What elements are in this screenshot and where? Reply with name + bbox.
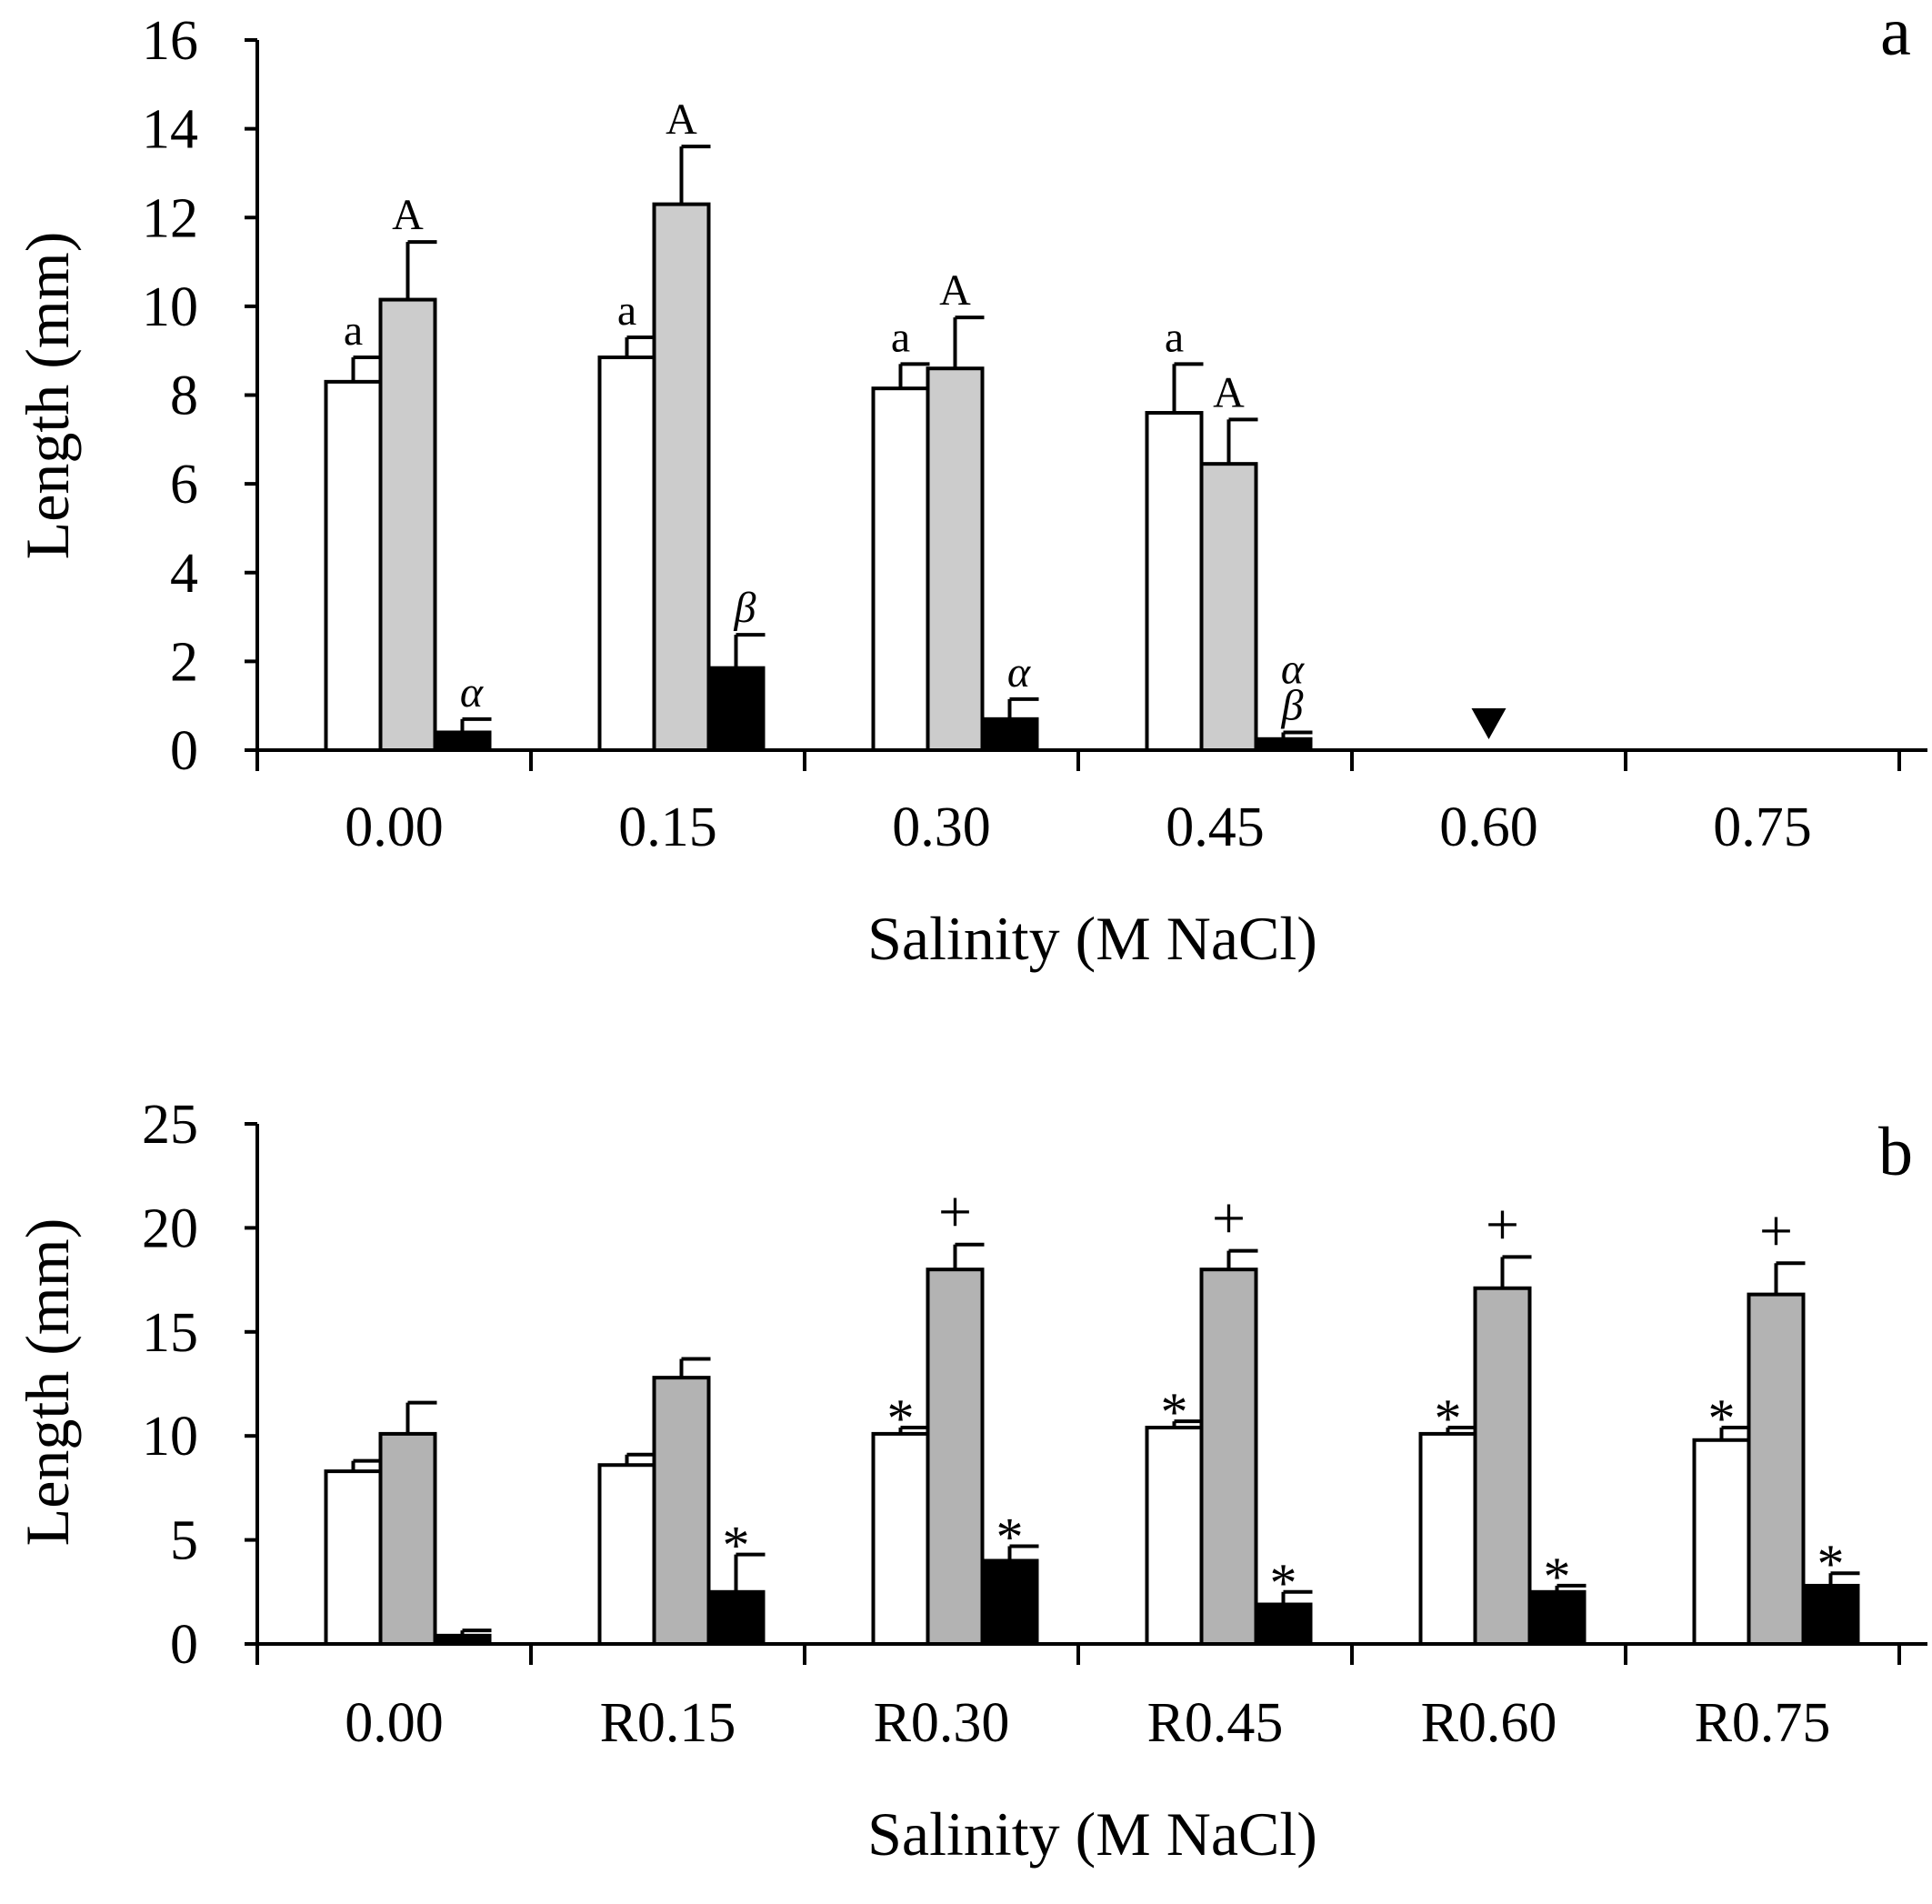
bar bbox=[1801, 1583, 1860, 1647]
bar bbox=[1473, 1286, 1532, 1646]
bar bbox=[1692, 1438, 1751, 1646]
no-growth-marker bbox=[1471, 708, 1507, 739]
bar bbox=[378, 297, 437, 752]
significance-label: * bbox=[723, 1516, 750, 1576]
significance-label: α bbox=[1281, 645, 1305, 693]
significance-label: β bbox=[1281, 681, 1304, 729]
significance-label: A bbox=[392, 191, 424, 239]
bar bbox=[1199, 1268, 1258, 1647]
y-tick-label: 20 bbox=[142, 1198, 198, 1259]
significance-label: * bbox=[1544, 1547, 1571, 1607]
y-tick-label: 25 bbox=[142, 1094, 198, 1156]
x-tick-label: 0.00 bbox=[345, 797, 444, 858]
bar bbox=[1145, 1426, 1204, 1646]
x-tick-label: 0.30 bbox=[892, 797, 991, 858]
significance-label: + bbox=[1486, 1191, 1519, 1258]
x-tick-label: R0.15 bbox=[600, 1692, 736, 1754]
bar bbox=[652, 202, 711, 752]
x-tick-label: 0.45 bbox=[1166, 797, 1265, 858]
bar bbox=[652, 1376, 711, 1646]
bar bbox=[1254, 737, 1313, 752]
significance-label: * bbox=[1270, 1553, 1297, 1613]
bar bbox=[1145, 411, 1204, 752]
significance-label: * bbox=[1817, 1534, 1845, 1594]
significance-label: β bbox=[734, 584, 756, 632]
bar bbox=[980, 717, 1039, 752]
x-tick-label: 0.60 bbox=[1439, 797, 1538, 858]
y-tick-label: 8 bbox=[170, 366, 198, 427]
y-tick-label: 10 bbox=[142, 1406, 198, 1468]
x-axis-title: Salinity (M NaCl) bbox=[867, 904, 1317, 973]
bar bbox=[706, 1589, 766, 1647]
bar bbox=[871, 1431, 930, 1646]
y-tick-label: 15 bbox=[142, 1302, 198, 1364]
x-axis-title: Salinity (M NaCl) bbox=[867, 1799, 1317, 1869]
significance-label: a bbox=[1165, 313, 1184, 361]
x-tick-label: 0.15 bbox=[618, 797, 717, 858]
panel-letter: b bbox=[1878, 1114, 1913, 1190]
bar bbox=[871, 386, 930, 752]
bar bbox=[433, 1633, 492, 1647]
x-tick-label: R0.60 bbox=[1421, 1692, 1557, 1754]
bar bbox=[926, 366, 985, 752]
y-tick-label: 10 bbox=[142, 276, 198, 338]
bar bbox=[1418, 1431, 1477, 1646]
x-tick-label: R0.45 bbox=[1147, 1692, 1284, 1754]
bar bbox=[324, 1469, 383, 1646]
bar bbox=[1199, 462, 1258, 752]
bar bbox=[980, 1558, 1039, 1646]
y-tick-label: 2 bbox=[170, 631, 198, 693]
significance-label: * bbox=[1161, 1382, 1188, 1442]
chart-panel-a: 0 2 4 6 8 10 12 14 16 0.00 0.15 0.30 0.45 0.60 0.75 Sal… bbox=[13, 0, 1927, 973]
bar bbox=[597, 1463, 656, 1647]
significance-label: A bbox=[939, 266, 971, 315]
significance-label: + bbox=[938, 1179, 972, 1246]
y-tick-label: 4 bbox=[170, 543, 198, 605]
y-tick-label: 0 bbox=[170, 720, 198, 782]
significance-label: * bbox=[996, 1507, 1024, 1567]
y-tick-label: 6 bbox=[170, 454, 198, 516]
y-tick-label: 14 bbox=[142, 99, 198, 161]
significance-label: α bbox=[1007, 648, 1031, 696]
bar bbox=[597, 356, 656, 752]
y-tick-label: 5 bbox=[170, 1510, 198, 1572]
bar bbox=[706, 666, 766, 753]
significance-label: * bbox=[887, 1388, 915, 1448]
x-tick-label: R0.30 bbox=[874, 1692, 1010, 1754]
significance-label: + bbox=[1212, 1186, 1246, 1252]
x-tick-label: 0.00 bbox=[345, 1692, 444, 1754]
bar bbox=[926, 1268, 985, 1647]
bar bbox=[378, 1431, 437, 1646]
y-axis-title: Length (mm) bbox=[13, 1218, 82, 1547]
significance-label: a bbox=[617, 286, 636, 335]
significance-label: a bbox=[891, 313, 910, 361]
y-tick-label: 12 bbox=[142, 187, 198, 249]
panel-letter: a bbox=[1880, 0, 1911, 70]
significance-label: a bbox=[344, 306, 363, 355]
bar bbox=[1254, 1602, 1313, 1646]
bar bbox=[433, 730, 492, 752]
chart-panel-b: 0 5 10 15 20 25 0.00 R0.15 R0.30 R0.45 R0.60 R0.75 S… bbox=[13, 1094, 1927, 1869]
y-tick-label: 0 bbox=[170, 1614, 198, 1676]
significance-label: * bbox=[1435, 1388, 1462, 1448]
significance-label: α bbox=[460, 668, 484, 717]
bar bbox=[1527, 1589, 1587, 1647]
bar bbox=[324, 379, 383, 752]
significance-label: A bbox=[666, 95, 697, 144]
significance-label: A bbox=[1213, 368, 1245, 416]
x-tick-label: 0.75 bbox=[1713, 797, 1812, 858]
y-axis-title: Length (mm) bbox=[13, 232, 82, 560]
x-tick-label: R0.75 bbox=[1695, 1692, 1831, 1754]
bar bbox=[1747, 1292, 1806, 1646]
significance-label: + bbox=[1759, 1198, 1793, 1264]
significance-label: * bbox=[1708, 1388, 1736, 1448]
y-tick-label: 16 bbox=[142, 10, 198, 72]
